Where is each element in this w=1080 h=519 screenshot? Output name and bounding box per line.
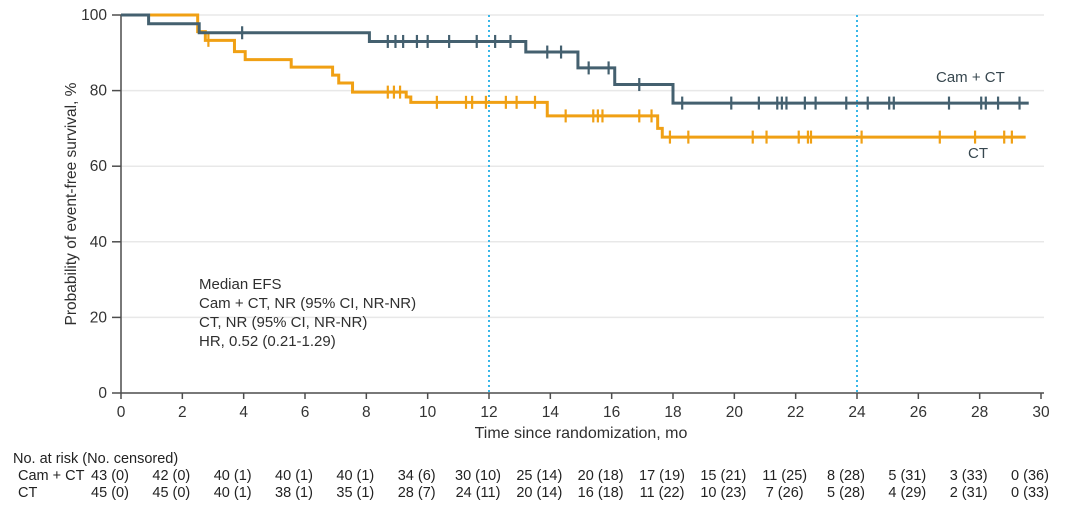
x-tick-label: 4 xyxy=(239,404,248,421)
risk-row-label-cam-ct: Cam + CT xyxy=(18,468,85,484)
risk-value: 11 (22) xyxy=(639,485,685,501)
risk-row-ct: CT 45 (0) 45 (0) 40 (1) 38 (1) 35 (1) 28 (7) 2… xyxy=(0,485,1080,502)
risk-value: 20 (14) xyxy=(516,485,563,501)
x-tick-label: 10 xyxy=(419,404,437,421)
risk-value: 16 (18) xyxy=(577,485,624,501)
risk-value: 28 (7) xyxy=(397,485,436,501)
annotation-line-median-efs: Median EFS xyxy=(199,276,282,293)
x-axis-title: Time since randomization, mo xyxy=(474,425,688,442)
y-tick-label: 20 xyxy=(90,309,108,326)
risk-value: 38 (1) xyxy=(275,485,313,501)
risk-value: 24 (11) xyxy=(455,485,501,501)
x-tick-label: 30 xyxy=(1032,404,1050,421)
risk-value: 10 (23) xyxy=(700,485,747,501)
risk-row-label-ct: CT xyxy=(18,485,38,501)
x-tick-label: 16 xyxy=(603,404,620,421)
risk-value: 15 (21) xyxy=(700,468,747,484)
x-tick-label: 22 xyxy=(787,404,804,421)
x-tick-label: 8 xyxy=(362,404,371,421)
risk-value: 40 (1) xyxy=(213,485,252,501)
risk-row-cam-ct: Cam + CT 43 (0) 42 (0) 40 (1) 40 (1) 40 (1) 3… xyxy=(0,468,1080,485)
risk-value: 5 (28) xyxy=(827,485,865,501)
risk-value: 0 (36) xyxy=(1011,468,1049,484)
curve-label-ct: CT xyxy=(968,145,988,162)
median-efs-annotation: Median EFS Cam + CT, NR (95% CI, NR-NR) … xyxy=(199,275,416,351)
risk-value: 0 (33) xyxy=(1011,485,1049,501)
y-tick-label: 100 xyxy=(81,7,107,24)
y-tick-label: 60 xyxy=(90,158,108,175)
risk-value: 40 (1) xyxy=(336,468,375,484)
x-tick-label: 12 xyxy=(480,404,497,421)
risk-value: 30 (10) xyxy=(455,468,501,484)
risk-value: 11 (25) xyxy=(762,468,808,484)
x-tick-label: 14 xyxy=(542,404,560,421)
risk-value: 17 (19) xyxy=(639,468,685,484)
x-tick-label: 18 xyxy=(664,404,681,421)
risk-value: 45 (0) xyxy=(91,485,129,501)
x-tick-label: 26 xyxy=(910,404,927,421)
risk-value: 5 (31) xyxy=(888,468,927,484)
risk-value: 2 (31) xyxy=(949,485,988,501)
risk-value: 35 (1) xyxy=(336,485,375,501)
risk-value: 40 (1) xyxy=(213,468,252,484)
annotation-line-hr: HR, 0.52 (0.21-1.29) xyxy=(199,333,336,350)
x-tick-label: 6 xyxy=(301,404,310,421)
x-tick-label: 0 xyxy=(117,404,126,421)
risk-value: 25 (14) xyxy=(516,468,563,484)
curve-label-cam-ct: Cam + CT xyxy=(936,69,1005,86)
risk-value: 4 (29) xyxy=(888,485,927,501)
risk-value: 3 (33) xyxy=(949,468,988,484)
y-tick-label: 40 xyxy=(90,234,108,251)
y-tick-label: 80 xyxy=(90,83,108,100)
x-tick-label: 28 xyxy=(971,404,988,421)
risk-value: 43 (0) xyxy=(91,468,129,484)
x-tick-label: 20 xyxy=(726,404,744,421)
x-tick-label: 24 xyxy=(848,404,866,421)
risk-value: 40 (1) xyxy=(275,468,313,484)
y-tick-label: 0 xyxy=(98,385,107,402)
risk-value: 20 (18) xyxy=(577,468,624,484)
x-tick-label: 2 xyxy=(178,404,187,421)
risk-value: 34 (6) xyxy=(397,468,436,484)
risk-value: 7 (26) xyxy=(765,485,804,501)
risk-value: 8 (28) xyxy=(827,468,865,484)
km-curve-cam-ct xyxy=(121,13,1029,105)
annotation-line-cam-ct: Cam + CT, NR (95% CI, NR-NR) xyxy=(199,295,417,312)
annotation-line-ct: CT, NR (95% CI, NR-NR) xyxy=(199,314,368,331)
risk-table-header: No. at risk (No. censored) xyxy=(13,451,179,467)
risk-value: 42 (0) xyxy=(152,468,191,484)
risk-value: 45 (0) xyxy=(152,485,191,501)
